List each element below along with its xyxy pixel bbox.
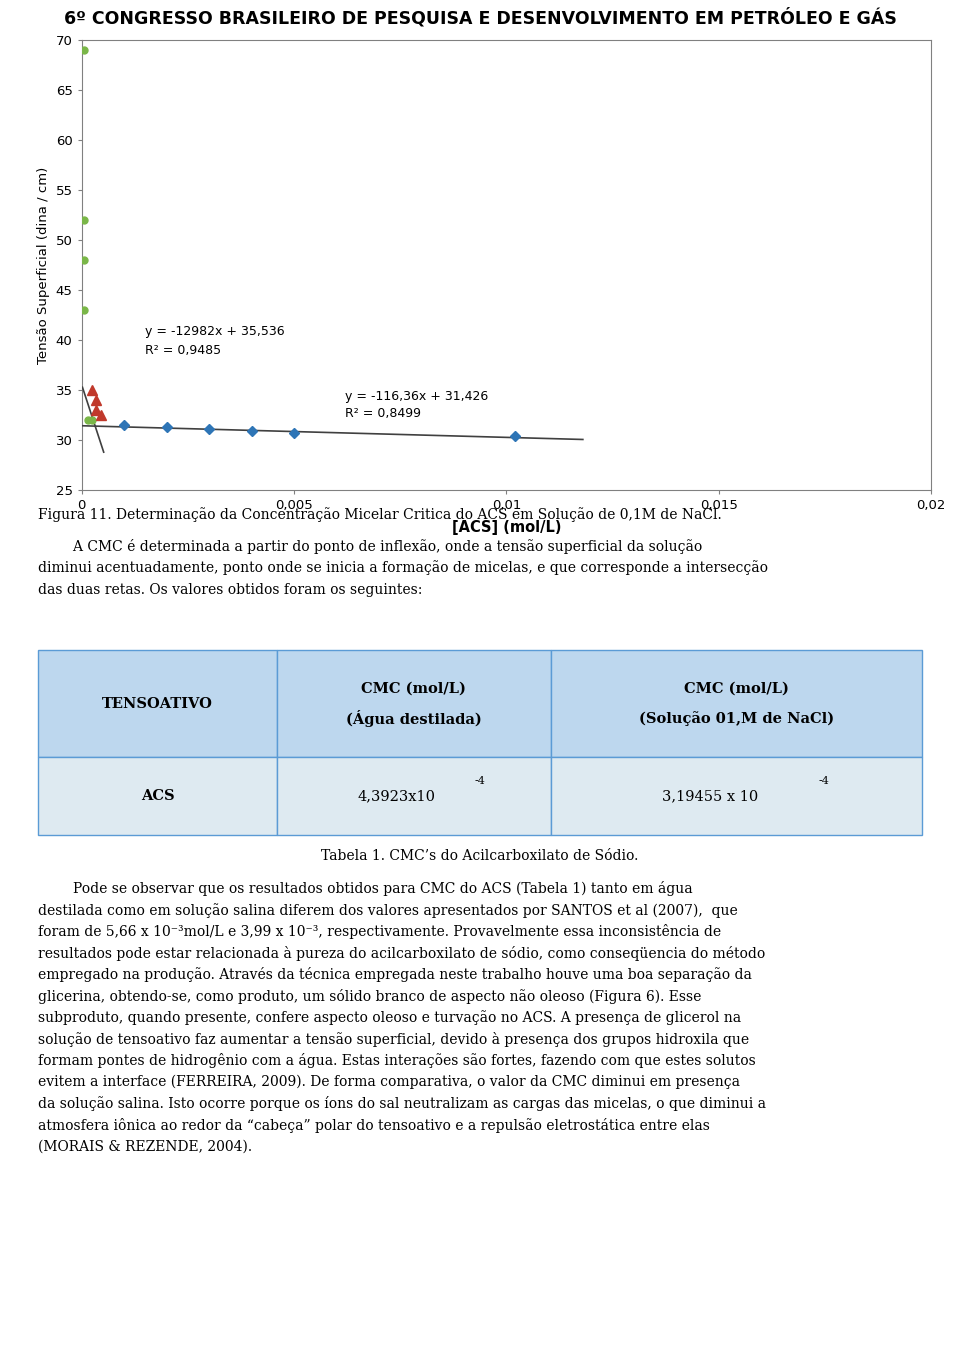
Text: subproduto, quando presente, confere aspecto oleoso e turvação no ACS. A presenç: subproduto, quando presente, confere asp… (38, 1011, 741, 1026)
Text: destilada como em solução salina diferem dos valores apresentados por SANTOS et : destilada como em solução salina diferem… (38, 903, 738, 918)
Text: ACS: ACS (141, 790, 175, 803)
Text: atmosfera iônica ao redor da “cabeça” polar do tensoativo e a repulsão eletrostá: atmosfera iônica ao redor da “cabeça” po… (38, 1117, 710, 1132)
Text: glicerina, obtendo-se, como produto, um sólido branco de aspecto não oleoso (Fig: glicerina, obtendo-se, como produto, um … (38, 989, 702, 1004)
Text: y = -116,36x + 31,426: y = -116,36x + 31,426 (345, 390, 489, 402)
Text: -4: -4 (819, 776, 829, 787)
Text: formam pontes de hidrogênio com a água. Estas interações são fortes, fazendo com: formam pontes de hidrogênio com a água. … (38, 1053, 756, 1068)
Text: R² = 0,9485: R² = 0,9485 (145, 344, 222, 357)
Text: resultados pode estar relacionada à pureza do acilcarboxilato de sódio, como con: resultados pode estar relacionada à pure… (38, 945, 766, 960)
Text: TENSOATIVO: TENSOATIVO (102, 697, 213, 711)
Text: Tabela 1. CMC’s do Acilcarboxilato de Sódio.: Tabela 1. CMC’s do Acilcarboxilato de Só… (322, 848, 638, 862)
Text: CMC (mol/L): CMC (mol/L) (684, 682, 788, 696)
FancyBboxPatch shape (276, 651, 551, 757)
Text: CMC (mol/L): CMC (mol/L) (361, 682, 467, 696)
Text: 6º CONGRESSO BRASILEIRO DE PESQUISA E DESENVOLVIMENTO EM PETRÓLEO E GÁS: 6º CONGRESSO BRASILEIRO DE PESQUISA E DE… (63, 8, 897, 27)
Text: evitem a interface (FERREIRA, 2009). De forma comparativa, o valor da CMC diminu: evitem a interface (FERREIRA, 2009). De … (38, 1075, 740, 1090)
Text: -4: -4 (474, 776, 486, 787)
Text: Figura 11. Determinação da Concentração Micelar Critica do ACS em Solução de 0,1: Figura 11. Determinação da Concentração … (38, 507, 722, 522)
FancyBboxPatch shape (38, 757, 276, 835)
Text: Pode se observar que os resultados obtidos para CMC do ACS (Tabela 1) tanto em á: Pode se observar que os resultados obtid… (38, 881, 693, 896)
Text: A CMC é determinada a partir do ponto de inflexão, onde a tensão superficial da : A CMC é determinada a partir do ponto de… (38, 539, 703, 554)
Text: da solução salina. Isto ocorre porque os íons do sal neutralizam as cargas das m: da solução salina. Isto ocorre porque os… (38, 1097, 766, 1112)
X-axis label: [ACS] (mol/L): [ACS] (mol/L) (451, 520, 562, 535)
Text: foram de 5,66 x 10⁻³mol/L e 3,99 x 10⁻³, respectivamente. Provavelmente essa inc: foram de 5,66 x 10⁻³mol/L e 3,99 x 10⁻³,… (38, 925, 722, 940)
Text: diminui acentuadamente, ponto onde se inicia a formação de micelas, e que corres: diminui acentuadamente, ponto onde se in… (38, 561, 768, 576)
Text: R² = 0,8499: R² = 0,8499 (345, 406, 421, 420)
FancyBboxPatch shape (276, 757, 551, 835)
Text: das duas retas. Os valores obtidos foram os seguintes:: das duas retas. Os valores obtidos foram… (38, 582, 422, 597)
Text: empregado na produção. Através da técnica empregada neste trabalho houve uma boa: empregado na produção. Através da técnic… (38, 967, 753, 982)
Text: (Água destilada): (Água destilada) (346, 709, 482, 727)
Text: solução de tensoativo faz aumentar a tensão superficial, devido à presença dos g: solução de tensoativo faz aumentar a ten… (38, 1031, 750, 1046)
Y-axis label: Tensão Superficial (dina / cm): Tensão Superficial (dina / cm) (37, 166, 50, 364)
Text: 4,3923x10: 4,3923x10 (357, 790, 435, 803)
FancyBboxPatch shape (38, 651, 276, 757)
Text: 3,19455 x 10: 3,19455 x 10 (661, 790, 757, 803)
FancyBboxPatch shape (551, 651, 922, 757)
Text: (Solução 01,M de NaCl): (Solução 01,M de NaCl) (638, 711, 833, 726)
Text: y = -12982x + 35,536: y = -12982x + 35,536 (145, 325, 285, 338)
Text: (MORAIS & REZENDE, 2004).: (MORAIS & REZENDE, 2004). (38, 1140, 252, 1154)
FancyBboxPatch shape (551, 757, 922, 835)
